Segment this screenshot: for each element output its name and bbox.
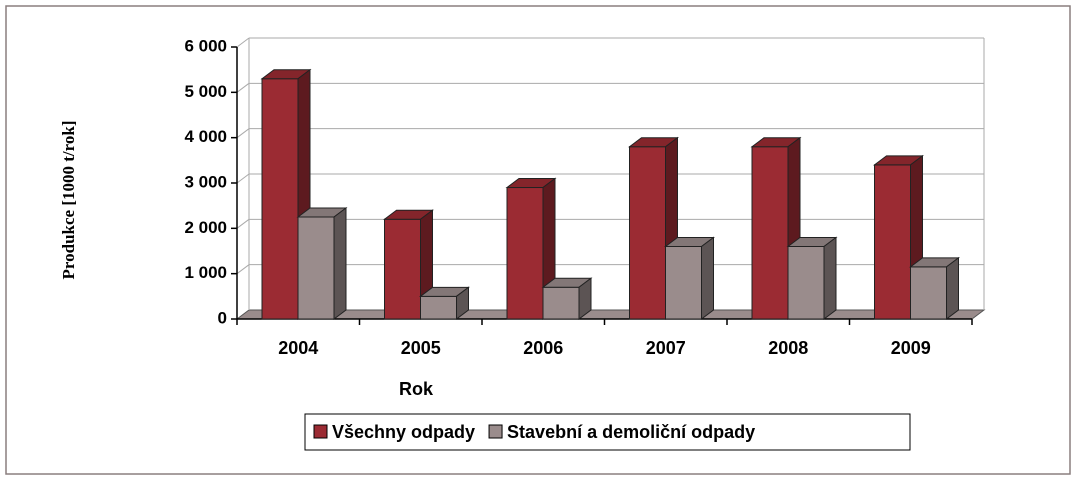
- bar: [909, 256, 960, 320]
- legend-label: Všechny odpady: [332, 422, 475, 442]
- grid-line: [236, 82, 250, 93]
- bar-side: [701, 236, 714, 320]
- bar: [664, 236, 715, 320]
- y-tick-label: 6 000: [184, 36, 227, 55]
- x-tick-label: 2007: [646, 338, 686, 358]
- x-tick-label: 2005: [401, 338, 441, 358]
- bar-front: [261, 78, 299, 320]
- y-tick-label: 5 000: [184, 82, 227, 101]
- bar-front: [910, 266, 947, 320]
- bar-side: [946, 256, 959, 320]
- y-tick-label: 1 000: [184, 263, 227, 282]
- legend-swatch: [313, 424, 328, 439]
- bar-side: [333, 207, 347, 320]
- legend-swatch: [488, 424, 503, 439]
- bar-front: [384, 218, 421, 320]
- y-tick-label: 0: [218, 308, 227, 327]
- bar-front: [629, 146, 666, 320]
- x-tick-label: 2008: [768, 338, 808, 358]
- bar: [419, 286, 470, 320]
- bar-side: [578, 277, 592, 320]
- x-tick-label: 2006: [523, 338, 563, 358]
- x-tick-label: 2009: [891, 338, 931, 358]
- legend-label: Stavební a demoliční odpady: [507, 422, 755, 442]
- bar-front: [787, 245, 825, 320]
- legend-box: [304, 413, 911, 451]
- grid-line: [236, 173, 250, 184]
- y-tick-label: 4 000: [184, 127, 227, 146]
- bar-front: [665, 245, 702, 320]
- bar-front: [506, 187, 544, 320]
- grid-line: [236, 128, 250, 139]
- grid-line: [236, 218, 250, 229]
- x-axis-title: Rok: [399, 379, 434, 399]
- bar: [296, 207, 348, 320]
- bar: [873, 154, 924, 320]
- grid-line: [236, 37, 250, 48]
- y-tick-label: 3 000: [184, 172, 227, 191]
- y-tick-label: 2 000: [184, 218, 227, 237]
- bar-front: [297, 216, 335, 320]
- bar-front: [751, 146, 789, 320]
- bar-front: [542, 286, 580, 320]
- bar: [541, 277, 593, 320]
- x-tick-label: 2004: [278, 338, 318, 358]
- floor: [235, 309, 986, 320]
- bar-front: [420, 295, 457, 320]
- bar-front: [874, 164, 911, 320]
- bar-side: [823, 236, 837, 320]
- bar: [628, 136, 679, 320]
- grid-line: [236, 264, 250, 275]
- bar: [786, 236, 838, 320]
- y-axis-title: Produkce [1000 t/rok]: [59, 121, 78, 280]
- bar-side: [456, 286, 469, 320]
